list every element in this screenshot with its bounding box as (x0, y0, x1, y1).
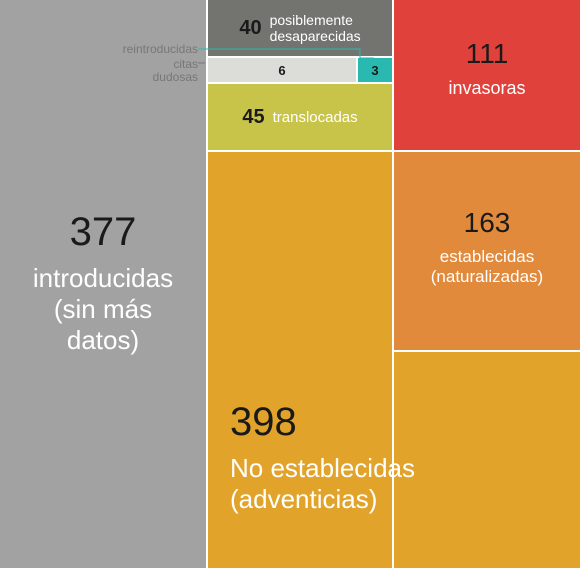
label-establecidas: 163establecidas(naturalizadas) (394, 207, 580, 287)
label-introducidas: 377introducidas(sin másdatos) (0, 210, 206, 356)
label-no-establecidas: 398No establecidas(adventicias) (230, 400, 560, 515)
ext-label-reintroducidas: reintroducidas (98, 43, 198, 56)
label-citas-dudosas-val: 6 (208, 58, 356, 82)
label-posiblemente: 40posiblementedesaparecidas (208, 0, 392, 56)
ext-label-citas_dudosas: citasdudosas (128, 58, 198, 84)
label-translocadas: 45translocadas (208, 84, 392, 150)
treemap-chart: 377introducidas(sin másdatos) 40posibleme… (0, 0, 580, 568)
label-invasoras: 111invasoras (394, 38, 580, 99)
label-reintroducidas-val: 3 (358, 58, 392, 82)
